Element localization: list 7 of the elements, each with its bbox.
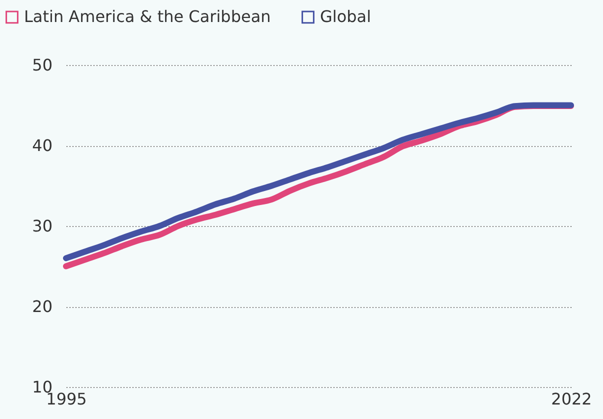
- y-tick-label: 40: [32, 136, 52, 155]
- legend-label: Global: [320, 7, 372, 26]
- x-tick-label: 2022: [551, 390, 592, 408]
- legend-label: Latin America & the Caribbean: [24, 7, 271, 26]
- y-tick-label: 50: [32, 56, 52, 74]
- y-tick-label: 30: [32, 216, 52, 236]
- y-tick-label: 20: [32, 297, 52, 316]
